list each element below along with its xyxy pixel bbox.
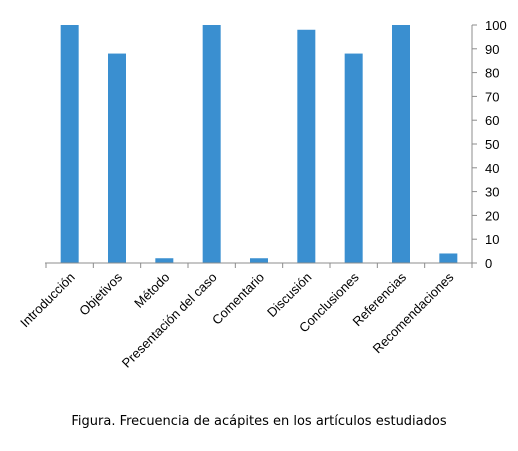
bar-7 [344,53,363,264]
y-tick-label: 90 [485,42,499,57]
y-tick-label: 50 [485,137,499,152]
y-tick-label: 70 [485,89,499,104]
y-tick-label: 30 [485,185,499,200]
x-tick-label: Presentación del caso [119,270,220,371]
bar-9 [439,253,458,263]
figure-caption: Figura. Frecuencia de acápites en los ar… [71,414,447,429]
bar-4 [202,25,221,263]
x-tick-label: Recomendaciones [370,269,457,356]
y-tick-label: 60 [485,113,499,128]
y-tick-label: 100 [485,18,507,33]
bar-6 [297,29,316,264]
x-tick-label: Introducción [17,270,78,331]
bar-1 [60,25,79,263]
bar-2 [108,53,126,264]
y-tick-label: 40 [485,161,499,176]
x-tick-label: Objetivos [76,269,125,318]
y-tick-label: 20 [485,208,499,223]
y-tick-label: 0 [485,256,492,271]
x-tick-label: Método [131,270,172,311]
bar-5 [250,258,268,263]
y-tick-label: 10 [485,232,499,247]
x-tick-label: Discusión [264,270,314,320]
bar-3 [155,258,174,263]
y-tick-label: 80 [485,66,499,81]
bar-8 [392,25,410,263]
